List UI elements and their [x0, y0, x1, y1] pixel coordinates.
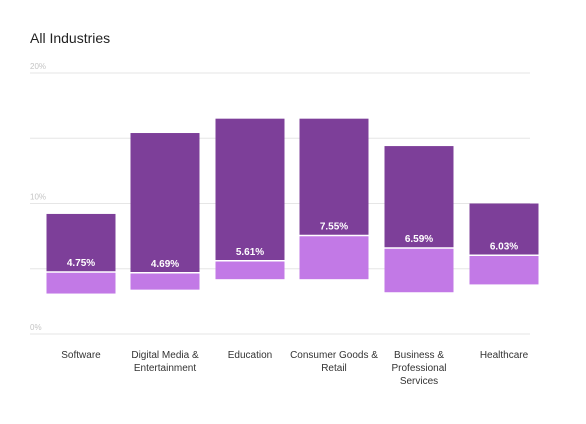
bar-upper-segment — [299, 118, 369, 236]
category-label: Digital Media & — [131, 350, 199, 361]
category-label: Software — [61, 350, 101, 361]
bar-lower-segment — [130, 272, 200, 290]
category-label: Services — [400, 376, 438, 387]
category-label: Professional — [391, 363, 446, 374]
category-label: Entertainment — [134, 363, 196, 374]
data-label: 7.55% — [320, 221, 348, 232]
bar-lower-segment — [299, 235, 369, 280]
category-label: Retail — [321, 363, 347, 374]
bar-upper-segment — [384, 146, 454, 249]
category-label: Education — [228, 350, 272, 361]
data-label: 4.75% — [67, 258, 95, 269]
bar-lower-segment — [384, 248, 454, 293]
y-tick-label: 0% — [30, 323, 42, 332]
category-label: Healthcare — [480, 350, 529, 361]
category-label: Business & — [394, 350, 444, 361]
data-label: 6.03% — [490, 241, 518, 252]
bar-lower-segment — [469, 255, 539, 285]
bar-upper-segment — [469, 203, 539, 256]
bar-lower-segment — [215, 260, 285, 280]
bar-upper-segment — [130, 133, 200, 273]
data-label: 5.61% — [236, 247, 264, 258]
y-tick-label: 10% — [30, 193, 46, 202]
chart-title: All Industries — [30, 30, 111, 46]
data-label: 6.59% — [405, 234, 433, 245]
category-label: Consumer Goods & — [290, 350, 378, 361]
bar-lower-segment — [46, 272, 116, 294]
bar-upper-segment — [215, 118, 285, 261]
data-label: 4.69% — [151, 259, 179, 270]
bar-upper-segment — [46, 213, 116, 273]
y-tick-label: 20% — [30, 62, 46, 71]
